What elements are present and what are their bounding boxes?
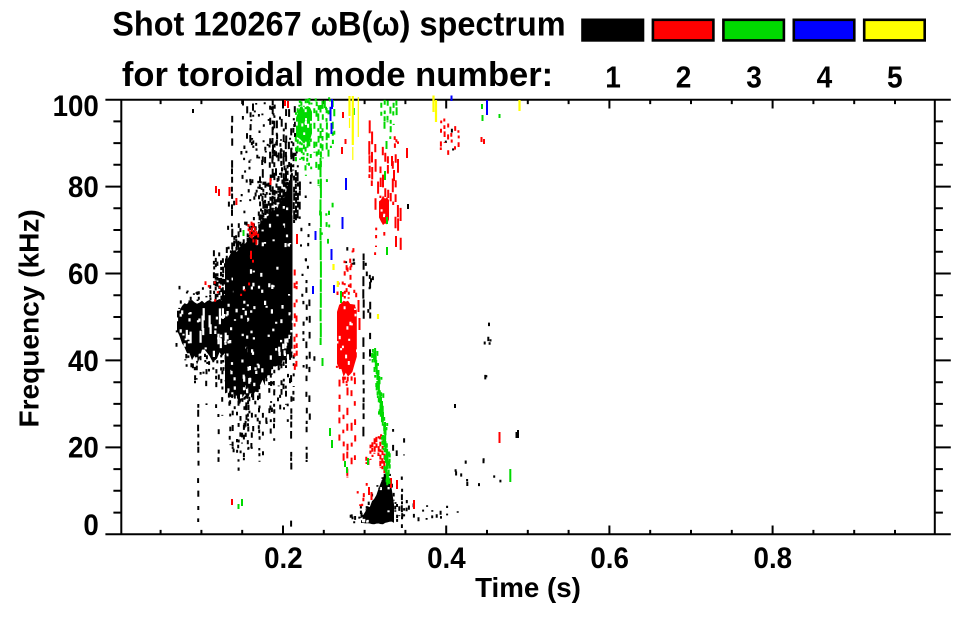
svg-text:4: 4 [817,60,833,94]
svg-text:0.8: 0.8 [754,542,793,575]
svg-text:2: 2 [676,60,692,94]
svg-text:0: 0 [83,509,98,542]
svg-text:0.4: 0.4 [427,542,466,575]
svg-text:60: 60 [68,258,99,291]
svg-text:20: 20 [68,432,99,465]
svg-text:80: 80 [68,171,99,204]
svg-text:3: 3 [746,60,762,94]
svg-text:Shot 120267 ωB(ω) spectrum: Shot 120267 ωB(ω) spectrum [112,6,565,44]
svg-text:40: 40 [68,345,99,378]
svg-text:1: 1 [605,60,621,94]
svg-text:0.2: 0.2 [264,542,303,575]
svg-text:for toroidal mode number:: for toroidal mode number: [122,56,553,94]
svg-text:0.6: 0.6 [590,542,629,575]
svg-text:Frequency (kHz): Frequency (kHz) [13,209,44,427]
svg-text:5: 5 [887,60,903,94]
svg-text:100: 100 [53,90,99,123]
svg-text:Time (s): Time (s) [475,572,581,603]
